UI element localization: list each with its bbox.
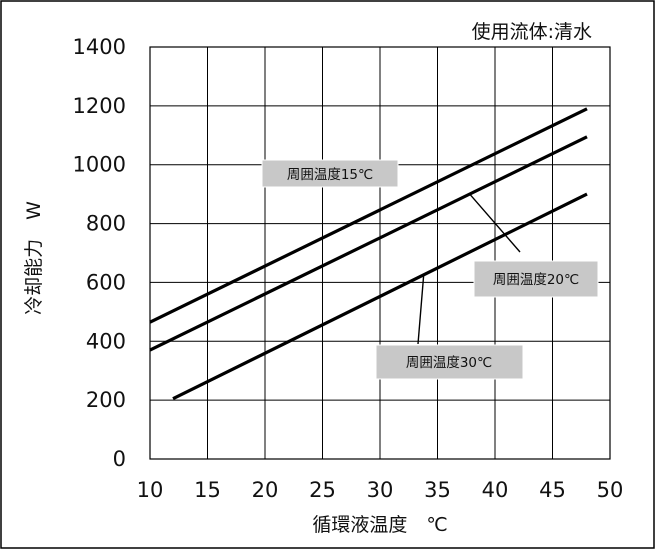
- y-tick-label: 600: [86, 270, 126, 294]
- series-label-15: 周囲温度15℃: [261, 159, 399, 188]
- y-axis-label: 冷却能力 W: [23, 201, 45, 315]
- label-leader-lines: [417, 193, 521, 345]
- y-tick-label: 800: [86, 212, 126, 236]
- leader-line: [469, 193, 521, 253]
- series-lines: [149, 107, 588, 401]
- plot-border: [149, 46, 611, 460]
- series-label-text: 周囲温度30℃: [406, 355, 492, 371]
- y-tick-label: 0: [113, 447, 126, 471]
- leader-line: [417, 274, 425, 345]
- fluid-note: 使用流体:清水: [472, 21, 592, 43]
- x-tick-label: 40: [482, 478, 509, 502]
- y-tick-labels: 0 200 400 600 800 1000 1200 1400: [73, 35, 126, 471]
- x-tick-label: 15: [194, 478, 221, 502]
- x-tick-label: 35: [424, 478, 451, 502]
- y-tick-label: 1400: [73, 35, 126, 59]
- x-tick-label: 45: [539, 478, 566, 502]
- y-tick-label: 400: [86, 329, 126, 353]
- series-label-text: 周囲温度20℃: [493, 272, 579, 288]
- series-label-text: 周囲温度15℃: [287, 167, 373, 183]
- y-tick-label: 1000: [73, 153, 126, 177]
- y-tick-label: 200: [86, 388, 126, 412]
- series-label-box: [473, 260, 599, 298]
- series-label-box: [261, 159, 399, 188]
- series-line: [149, 135, 588, 352]
- x-axis-label: 循環液温度 ℃: [312, 514, 447, 536]
- x-tick-label: 50: [597, 478, 624, 502]
- series-label-30: 周囲温度30℃: [375, 344, 524, 380]
- series-label-box: [375, 344, 524, 380]
- x-tick-label: 20: [252, 478, 279, 502]
- y-tick-label: 1200: [73, 94, 126, 118]
- series-label-20: 周囲温度20℃: [473, 260, 599, 298]
- series-line: [149, 107, 588, 324]
- series-line: [172, 192, 588, 401]
- x-tick-labels: 10 15 20 25 30 35 40 45 50: [137, 478, 624, 502]
- x-tick-label: 30: [367, 478, 394, 502]
- x-tick-label: 25: [309, 478, 336, 502]
- x-tick-label: 10: [137, 478, 164, 502]
